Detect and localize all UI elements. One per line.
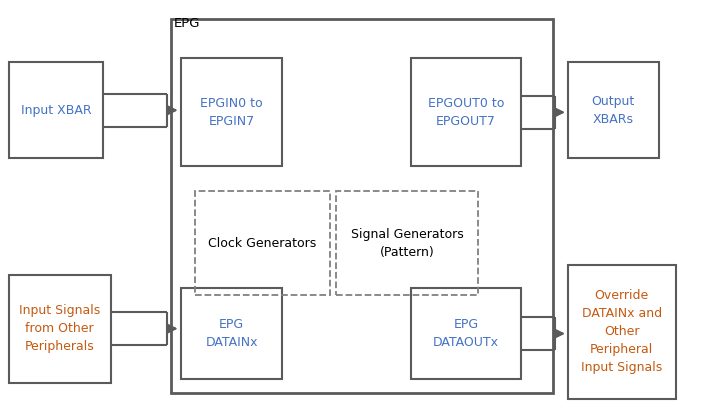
- Text: EPGOUT0 to
EPGOUT7: EPGOUT0 to EPGOUT7: [428, 97, 504, 128]
- Text: EPGIN0 to
EPGIN7: EPGIN0 to EPGIN7: [200, 97, 263, 128]
- Bar: [181, 288, 282, 379]
- Bar: [411, 58, 521, 166]
- Bar: [9, 62, 103, 158]
- Text: Signal Generators
(Pattern): Signal Generators (Pattern): [351, 228, 464, 259]
- Text: Input Signals
from Other
Peripherals: Input Signals from Other Peripherals: [19, 304, 100, 353]
- Bar: [411, 288, 521, 379]
- Text: EPG
DATAOUTx: EPG DATAOUTx: [433, 318, 499, 349]
- Bar: [568, 62, 659, 158]
- Bar: [9, 275, 111, 383]
- Bar: [181, 58, 282, 166]
- Text: Clock Generators: Clock Generators: [208, 237, 317, 250]
- Text: Output
XBARs: Output XBARs: [592, 95, 635, 126]
- Bar: [195, 191, 330, 295]
- Bar: [336, 191, 478, 295]
- Bar: [171, 19, 553, 393]
- Text: EPG
DATAINx: EPG DATAINx: [205, 318, 258, 349]
- Text: Override
DATAINx and
Other
Peripheral
Input Signals: Override DATAINx and Other Peripheral In…: [581, 290, 662, 374]
- Text: Input XBAR: Input XBAR: [20, 104, 92, 117]
- Text: EPG: EPG: [173, 17, 199, 30]
- Bar: [568, 265, 676, 399]
